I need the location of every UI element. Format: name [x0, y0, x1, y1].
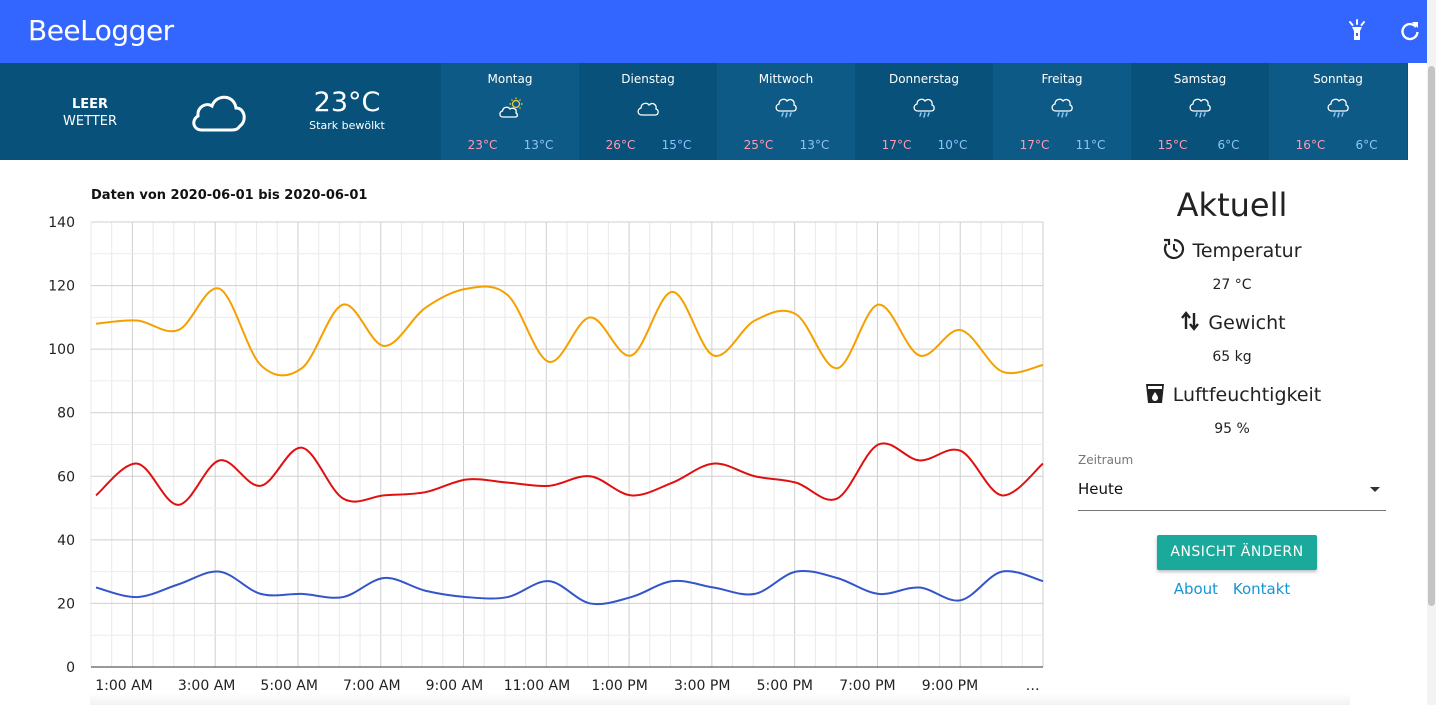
day-name: Sonntag [1313, 72, 1363, 86]
period-select[interactable]: Heute [1078, 477, 1386, 511]
x-tick-label: 1:00 AM [95, 678, 153, 694]
x-tick-label: 9:00 PM [922, 678, 978, 694]
day-high: 16°C [1295, 138, 1326, 152]
forecast-day: Montag 23°C 13°C [441, 63, 579, 160]
y-tick-label: 0 [66, 660, 75, 676]
day-name: Freitag [1041, 72, 1083, 86]
metric-humidity: Luftfeuchtigkeit [1078, 381, 1386, 406]
day-low: 15°C [661, 138, 692, 152]
metric-value: 65 kg [1212, 349, 1252, 365]
panel-heading: Aktuell [1176, 186, 1288, 224]
day-low: 10°C [937, 138, 968, 152]
day-low: 11°C [1075, 138, 1106, 152]
y-tick-label: 80 [57, 406, 75, 422]
x-tick-label: 3:00 AM [178, 678, 236, 694]
line-chart: 0 20 40 60 80 100 120 140 1:00 AM 3:00 AM 5:00 AM 7… [48, 215, 1044, 694]
partly-sunny-icon [499, 97, 523, 118]
contact-link[interactable]: Kontakt [1232, 580, 1291, 598]
y-tick-label: 120 [48, 279, 75, 295]
metric-temperature: Temperatur [1078, 237, 1386, 262]
thermometer-clock-icon [1164, 238, 1185, 260]
day-name: Donnerstag [888, 72, 960, 86]
y-tick-label: 140 [48, 215, 75, 231]
weather-label: WETTER [63, 114, 117, 129]
metric-label: Gewicht [1208, 312, 1286, 334]
forecast-day: Samstag 15°C 6°C [1131, 63, 1269, 160]
series-line [95, 285, 1044, 377]
forecast-day: Freitag 17°C 11°C [993, 63, 1131, 160]
app-bar: BeeLogger [0, 0, 1436, 63]
swap-vertical-icon [1181, 311, 1200, 331]
y-tick-label: 60 [57, 469, 75, 485]
day-high: 17°C [1019, 138, 1050, 152]
day-name: Samstag [1173, 72, 1227, 86]
chart-title: Daten von 2020-06-01 bis 2020-06-01 [91, 188, 368, 203]
rain-icon [775, 98, 797, 118]
metric-weight: Gewicht [1078, 309, 1386, 334]
x-tick-label: 1:00 PM [591, 678, 647, 694]
weather-location: LEER WETTER [40, 96, 140, 130]
day-low: 13°C [799, 138, 830, 152]
day-name: Montag [487, 72, 533, 86]
x-tick-label: 11:00 AM [504, 678, 570, 694]
refresh-icon[interactable] [1398, 19, 1422, 43]
forecast-day: Donnerstag 17°C 10°C [855, 63, 993, 160]
current-description: Stark bewölkt [309, 119, 385, 132]
chevron-down-icon[interactable] [1370, 487, 1380, 492]
water-cup-icon [1145, 384, 1164, 403]
period-select-value[interactable]: Heute [1078, 480, 1124, 498]
forecast-day: Dienstag 26°C 15°C [579, 63, 717, 160]
rain-icon [1051, 98, 1073, 118]
x-tick-label: 7:00 PM [839, 678, 895, 694]
rain-icon [913, 98, 935, 118]
x-tick-label: 9:00 AM [426, 678, 484, 694]
day-name: Mittwoch [758, 72, 814, 86]
day-high: 17°C [881, 138, 912, 152]
location-name: LEER [71, 97, 109, 112]
cloud-icon [637, 102, 659, 116]
day-high: 23°C [467, 138, 498, 152]
day-high: 26°C [605, 138, 636, 152]
metric-value: 27 °C [1212, 277, 1252, 293]
forecast-day: Sonntag 16°C 6°C [1269, 63, 1407, 160]
forecast-day: Mittwoch 25°C 13°C [717, 63, 855, 160]
cloud-icon [192, 95, 246, 132]
x-tick-label: … [1026, 678, 1040, 694]
scrollbar-thumb[interactable] [1428, 66, 1435, 606]
current-weather: 23°C Stark bewölkt [297, 87, 397, 132]
x-tick-label: 5:00 AM [260, 678, 318, 694]
y-tick-label: 20 [57, 596, 75, 612]
day-low: 6°C [1355, 138, 1378, 152]
day-high: 25°C [743, 138, 774, 152]
about-link[interactable]: About [1173, 580, 1219, 598]
period-select-label: Zeitraum [1078, 453, 1134, 467]
series-line [95, 442, 1044, 506]
day-name: Dienstag [621, 72, 675, 86]
day-low: 6°C [1217, 138, 1240, 152]
day-high: 15°C [1157, 138, 1188, 152]
metric-label: Luftfeuchtigkeit [1172, 384, 1322, 406]
app-title[interactable]: BeeLogger [28, 14, 174, 47]
footer-links: About Kontakt [1078, 580, 1386, 598]
change-view-button[interactable]: ANSICHT ÄNDERN [1157, 535, 1317, 570]
y-tick-label: 40 [57, 533, 75, 549]
metric-label: Temperatur [1192, 240, 1302, 262]
x-tick-label: 3:00 PM [674, 678, 730, 694]
x-tick-label: 5:00 PM [757, 678, 813, 694]
series-line [95, 569, 1044, 606]
rain-icon [1327, 98, 1349, 118]
bottom-shadow [90, 693, 1350, 705]
y-tick-label: 100 [48, 342, 75, 358]
x-tick-label: 7:00 AM [343, 678, 401, 694]
metric-value: 95 % [1214, 421, 1250, 437]
flashlight-icon[interactable] [1345, 19, 1369, 43]
scrollbar[interactable] [1427, 0, 1436, 705]
current-temperature: 23°C [313, 87, 381, 118]
rain-icon [1189, 98, 1211, 118]
weather-strip: LEER WETTER 23°C Stark bewölkt Montag 23… [0, 63, 1408, 160]
day-low: 13°C [523, 138, 554, 152]
